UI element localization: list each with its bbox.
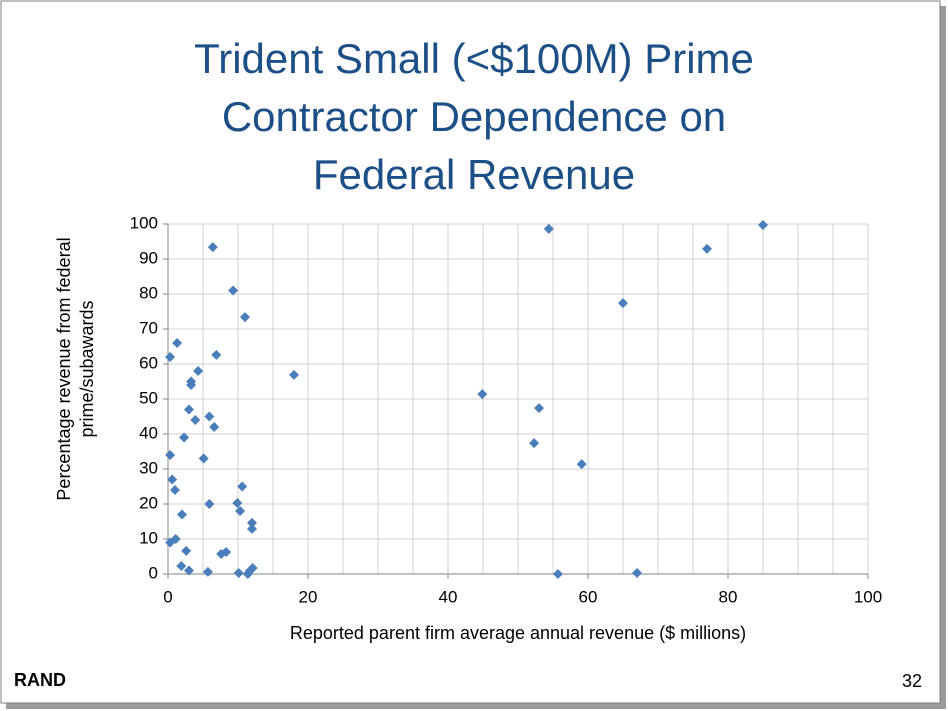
data-point (184, 404, 194, 415)
data-point (221, 546, 232, 557)
data-point (477, 389, 488, 400)
data-point (232, 497, 243, 508)
data-point (576, 459, 587, 470)
x-tick-label: 20 (299, 587, 318, 606)
data-point (543, 223, 554, 234)
data-point (534, 403, 544, 414)
data-point (172, 338, 183, 348)
y-axis-label: prime/subawards (77, 300, 97, 437)
data-point (529, 438, 540, 449)
y-tick-label: 90 (139, 248, 158, 267)
x-tick-label: 0 (163, 587, 172, 606)
data-point (247, 563, 258, 574)
data-point (165, 352, 176, 362)
data-point (198, 453, 209, 464)
data-point (235, 506, 246, 516)
data-point (181, 545, 192, 556)
y-tick-label: 0 (149, 563, 158, 582)
data-point (165, 450, 176, 460)
data-point (170, 485, 180, 495)
data-point (170, 534, 181, 544)
data-point (179, 432, 190, 443)
data-point (632, 567, 642, 578)
data-point (186, 380, 197, 390)
y-tick-label: 40 (139, 423, 158, 442)
footer-left: RAND (14, 670, 66, 690)
y-tick-label: 20 (139, 493, 158, 512)
y-tick-label: 100 (130, 213, 158, 232)
data-point (209, 422, 220, 432)
data-point (237, 481, 248, 492)
data-point (247, 517, 257, 528)
page-number: 32 (902, 671, 922, 691)
data-point (240, 312, 250, 323)
x-tick-label: 80 (719, 587, 738, 606)
data-point (202, 566, 213, 577)
y-tick-label: 60 (139, 353, 158, 372)
x-tick-label: 40 (439, 587, 458, 606)
data-point (177, 509, 187, 520)
data-point (233, 567, 244, 578)
y-tick-label: 10 (139, 528, 158, 547)
data-point (552, 569, 563, 579)
chart-title: Federal Revenue (313, 151, 635, 198)
data-point (228, 285, 239, 296)
y-tick-label: 50 (139, 388, 158, 407)
chart-title: Trident Small (<$100M) Prime (194, 35, 754, 82)
data-point (204, 499, 215, 509)
data-point (167, 474, 178, 485)
data-point (289, 369, 299, 380)
data-point (193, 366, 204, 376)
data-point (184, 565, 194, 576)
data-point (207, 242, 218, 253)
y-tick-label: 70 (139, 318, 158, 337)
x-axis-label: Reported parent firm average annual reve… (290, 623, 746, 643)
y-tick-label: 30 (139, 458, 158, 477)
y-axis-label: Percentage revenue from federal (54, 237, 74, 500)
x-tick-label: 60 (579, 587, 598, 606)
data-point (176, 560, 187, 571)
data-point (618, 298, 628, 309)
data-point (247, 523, 257, 534)
data-point (702, 243, 712, 254)
y-tick-label: 80 (139, 283, 158, 302)
data-point (204, 411, 215, 422)
data-point (758, 220, 768, 231)
data-point (211, 349, 222, 360)
chart-title: Contractor Dependence on (222, 93, 726, 140)
x-tick-label: 100 (854, 587, 882, 606)
data-point (190, 415, 201, 425)
